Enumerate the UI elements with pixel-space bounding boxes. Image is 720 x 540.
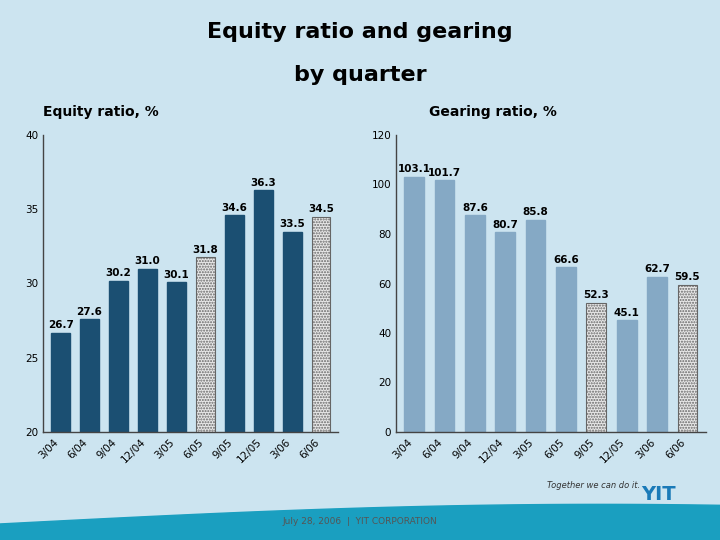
Bar — [647, 277, 667, 432]
Text: 45.1: 45.1 — [613, 308, 639, 318]
Text: 59.5: 59.5 — [675, 272, 701, 282]
Bar — [283, 232, 302, 432]
Bar — [465, 215, 485, 432]
Text: Gearing ratio, %: Gearing ratio, % — [429, 105, 557, 119]
Bar — [312, 217, 330, 432]
Bar — [109, 280, 128, 432]
Text: 27.6: 27.6 — [76, 307, 102, 317]
Text: 85.8: 85.8 — [523, 207, 549, 217]
Bar — [138, 268, 157, 432]
Text: July 28, 2006  |  YIT CORPORATION: July 28, 2006 | YIT CORPORATION — [283, 517, 437, 526]
Text: 36.3: 36.3 — [251, 178, 276, 188]
Text: 34.5: 34.5 — [308, 205, 334, 214]
Bar — [617, 320, 636, 432]
Text: 31.8: 31.8 — [192, 245, 218, 254]
Text: 101.7: 101.7 — [428, 168, 461, 178]
Text: Equity ratio, %: Equity ratio, % — [43, 105, 158, 119]
Text: 66.6: 66.6 — [553, 255, 579, 265]
Bar — [556, 267, 576, 432]
Bar — [587, 302, 606, 432]
Bar — [51, 333, 70, 432]
Bar — [495, 232, 515, 432]
Text: 34.6: 34.6 — [221, 203, 247, 213]
Bar — [167, 282, 186, 432]
Text: 33.5: 33.5 — [279, 219, 305, 230]
Bar — [678, 285, 697, 432]
Text: YIT: YIT — [642, 484, 676, 504]
Text: 103.1: 103.1 — [397, 164, 431, 174]
Bar — [526, 220, 546, 432]
Bar — [80, 319, 99, 432]
Text: 30.2: 30.2 — [106, 268, 131, 278]
Bar — [196, 256, 215, 432]
Bar — [405, 177, 424, 432]
Text: 62.7: 62.7 — [644, 265, 670, 274]
Text: Together we can do it.: Together we can do it. — [547, 482, 640, 490]
Text: 26.7: 26.7 — [48, 320, 73, 330]
Text: 52.3: 52.3 — [583, 290, 609, 300]
Text: 31.0: 31.0 — [135, 256, 161, 266]
Text: by quarter: by quarter — [294, 65, 426, 85]
Bar — [225, 215, 243, 432]
Bar — [435, 180, 454, 432]
Text: 87.6: 87.6 — [462, 202, 488, 213]
Text: Equity ratio and gearing: Equity ratio and gearing — [207, 22, 513, 42]
Text: 30.1: 30.1 — [163, 270, 189, 280]
Bar — [253, 190, 273, 432]
Text: 80.7: 80.7 — [492, 220, 518, 230]
